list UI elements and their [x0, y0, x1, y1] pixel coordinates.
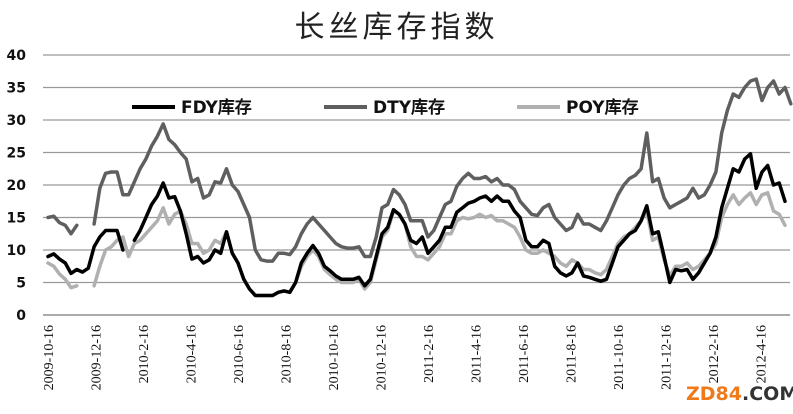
legend-label: POY库存 — [566, 97, 639, 118]
x-tick-label: 2010-4-16 — [185, 325, 200, 383]
legend-label: FDY库存 — [181, 97, 252, 118]
y-tick-label: 5 — [16, 276, 26, 292]
x-tick-label: 2011-4-16 — [470, 325, 485, 383]
x-tick-label: 2010-6-16 — [232, 325, 247, 383]
y-tick-label: 40 — [7, 48, 27, 64]
x-tick-label: 2011-6-16 — [517, 325, 532, 383]
x-tick-label: 2012-4-16 — [755, 325, 770, 383]
x-tick-label: 2009-12-16 — [90, 325, 105, 390]
y-tick-label: 35 — [7, 81, 26, 97]
x-tick-label: 2010-10-16 — [327, 325, 342, 390]
watermark-part-a: ZD84 — [686, 383, 742, 405]
x-tick-label: 2011-2-16 — [422, 325, 437, 383]
watermark-logo: ZD84.COM — [686, 383, 793, 405]
x-tick-label: 2010-2-16 — [137, 325, 152, 383]
x-tick-label: 2012-2-16 — [707, 325, 722, 383]
x-tick-label: 2011-8-16 — [565, 325, 580, 383]
series-line — [46, 77, 793, 263]
x-axis-ticks: 2009-10-16 2009-12-16 2010-2-16 2010-4-16 20… — [42, 325, 770, 390]
legend: FDY库存 DTY库存 POY库存 — [132, 97, 639, 118]
y-axis-ticks: 0 5 10 15 20 25 30 35 40 — [7, 48, 27, 324]
y-tick-label: 20 — [7, 178, 27, 194]
legend-item: FDY库存 — [132, 97, 252, 118]
y-tick-label: 10 — [7, 243, 27, 259]
y-tick-label: 25 — [7, 146, 26, 162]
chart-title: 长丝库存指数 — [294, 10, 499, 45]
series-lines — [46, 77, 793, 298]
x-tick-label: 2010-8-16 — [280, 325, 295, 383]
x-tick-label: 2011-10-16 — [612, 325, 627, 390]
gridlines — [43, 54, 790, 316]
series-line — [46, 152, 787, 298]
legend-label: DTY库存 — [373, 97, 445, 118]
legend-item: POY库存 — [517, 97, 639, 118]
x-tick-label: 2009-10-16 — [42, 325, 57, 390]
y-tick-label: 30 — [7, 113, 27, 129]
x-tick-label: 2010-12-16 — [375, 325, 390, 390]
watermark-part-b: .COM — [742, 383, 793, 405]
y-tick-label: 0 — [16, 308, 26, 324]
legend-item: DTY库存 — [324, 97, 445, 118]
y-tick-label: 15 — [7, 211, 26, 227]
x-tick-label: 2011-12-16 — [660, 325, 675, 390]
